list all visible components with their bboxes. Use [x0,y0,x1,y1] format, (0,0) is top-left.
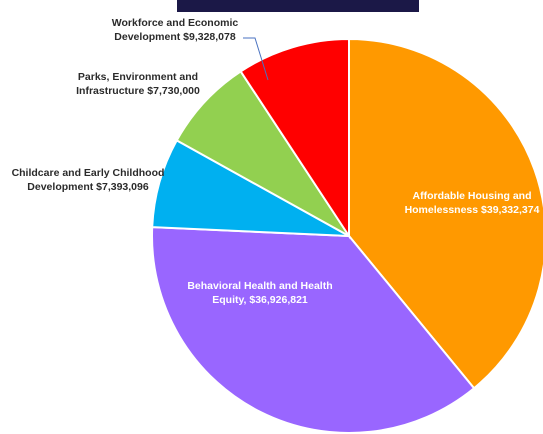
slice-label: Childcare and Early Childhood Development… [12,167,165,193]
leader-line-workforce [243,37,269,81]
slice-labels: Affordable Housing and Homelessness $39,3… [12,17,540,306]
slice-label-line2: Homelessness $39,332,374 [405,204,540,216]
slice-label-line2: Development $7,393,096 [27,181,149,193]
pie-slices [151,37,543,434]
pie-slice-affordable-housing-and-homelessness [348,37,543,390]
slice-label-line1: Workforce and Economic [112,17,239,29]
slice-label-line2: Equity, $36,926,821 [212,294,308,306]
leader-lines [243,37,269,81]
slice-label: Parks, Environment and Infrastructure $7,… [76,71,200,97]
pie-slice-parks-environment-and-infrastructure [175,70,350,237]
slice-label: Affordable Housing and Homelessness $39,3… [405,190,540,216]
slice-label-line1: Behavioral Health and Health [187,280,332,292]
slice-label-line1: Parks, Environment and [78,71,198,83]
slice-label: Behavioral Health and Health Equity, $36,… [187,280,332,306]
header-bar [177,0,419,12]
slice-label-line2: Development $9,328,078 [114,31,236,43]
slice-label-line1: Childcare and Early Childhood [12,167,165,179]
slice-label-line1: Affordable Housing and [413,190,532,202]
slice-label: Workforce and Economic Development $9,328… [112,17,239,43]
slice-label-line2: Infrastructure $7,730,000 [76,85,200,97]
pie-slice-behavioral-health-and-health-equity [151,226,476,434]
pie-slice-workforce-and-economic-development [239,37,350,240]
